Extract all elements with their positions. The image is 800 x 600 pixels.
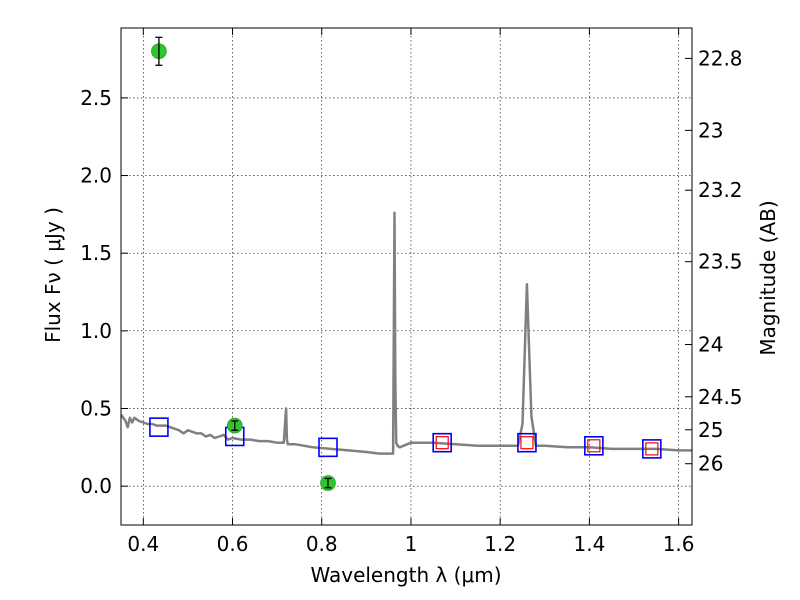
y-tick-label: 1.0 — [80, 319, 112, 343]
y-axis-ticks: 0.0 0.5 1.0 1.5 2.0 2.5 — [80, 86, 128, 498]
y2-tick-label: 24.5 — [698, 385, 743, 409]
y2-tick-label: 25 — [698, 418, 723, 442]
y2-tick-label: 23 — [698, 118, 723, 142]
plot-frame — [120, 27, 693, 526]
band-flux-square — [149, 417, 169, 437]
x-tick-label: 1 — [405, 532, 418, 556]
band-flux-square-red — [587, 439, 601, 453]
y2-axis-ticks: 22.8 23 23.2 23.5 24 24.5 25 26 — [685, 46, 743, 476]
y-tick-label: 1.5 — [80, 241, 112, 265]
band-flux-square — [432, 432, 452, 453]
x-tick-label: 0.8 — [306, 532, 338, 556]
band-flux-square — [318, 437, 338, 458]
x-tick-label: 1.6 — [663, 532, 695, 556]
y-tick-label: 0.0 — [80, 474, 112, 498]
y-tick-label: 2.0 — [80, 164, 112, 188]
x-tick-label: 1.2 — [484, 532, 516, 556]
sed-model-line — [121, 211, 692, 455]
y2-tick-label: 24 — [698, 333, 723, 357]
x-tick-label: 0.6 — [217, 532, 249, 556]
x-tick-label: 0.4 — [127, 532, 159, 556]
band-flux-square-red — [435, 436, 449, 450]
y2-tick-label: 22.8 — [698, 46, 743, 70]
x-tick-label: 1.4 — [573, 532, 605, 556]
grid-lines — [121, 28, 692, 525]
band-flux-square-red — [645, 442, 659, 456]
x-axis-label: Wavelength λ (μm) — [310, 563, 501, 587]
band-flux-square-red — [520, 436, 534, 450]
band-flux-square — [517, 432, 537, 453]
y2-tick-label: 23.2 — [698, 178, 743, 202]
band-flux-square — [584, 435, 604, 456]
band-flux-square — [642, 439, 662, 459]
plot-area — [121, 36, 692, 491]
y-tick-label: 2.5 — [80, 86, 112, 110]
y-axis-label: Flux Fν ( μJy ) — [41, 207, 65, 343]
y-tick-label: 0.5 — [80, 397, 112, 421]
y2-tick-label: 26 — [698, 452, 723, 476]
y2-axis-label: Magnitude (AB) — [756, 200, 780, 355]
x-axis-ticks: 0.4 0.6 0.8 1 1.2 1.4 1.6 — [127, 28, 695, 556]
plot-series — [121, 36, 692, 491]
y2-tick-label: 23.5 — [698, 250, 743, 274]
